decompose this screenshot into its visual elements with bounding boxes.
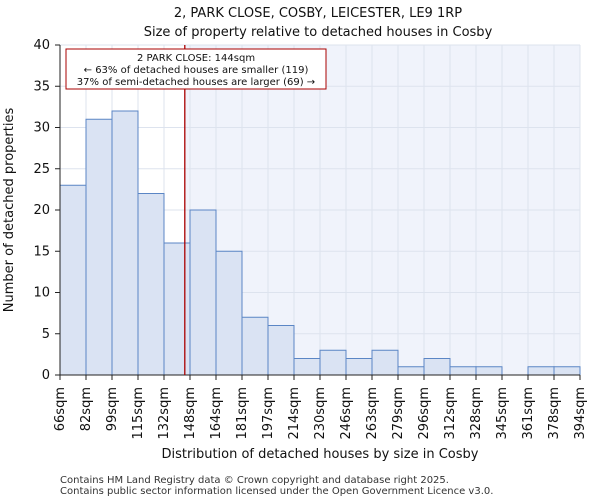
x-tick-label-263sqm: 263sqm [365,387,380,440]
y-tick-label-15: 15 [33,244,50,259]
x-tick-label-82sqm: 82sqm [79,387,94,431]
bar-82sqm [85,118,113,376]
bar-99sqm [111,110,139,376]
y-tick-label-25: 25 [33,162,50,177]
x-tick-label-132sqm: 132sqm [157,387,172,440]
x-tick-label-279sqm: 279sqm [391,387,406,440]
x-tick-label-164sqm: 164sqm [209,387,224,440]
x-tick-label-361sqm: 361sqm [521,387,536,440]
bar-197sqm [267,325,295,376]
footer-line-2: Contains public sector information licen… [60,486,493,497]
x-tick-label-230sqm: 230sqm [313,387,328,440]
bar-230sqm [319,349,347,376]
bar-164sqm [215,250,243,376]
bar-328sqm [475,366,503,376]
y-tick-label-30: 30 [33,121,50,136]
y-tick-label-40: 40 [33,38,50,53]
bar-66sqm [59,184,87,376]
bar-263sqm [371,349,399,376]
x-tick-label-197sqm: 197sqm [261,387,276,440]
x-tick-label-181sqm: 181sqm [235,387,250,440]
x-tick-label-345sqm: 345sqm [495,387,510,440]
x-tick-label-378sqm: 378sqm [547,387,562,440]
bar-361sqm [527,366,555,376]
x-tick-label-328sqm: 328sqm [469,387,484,440]
annotation-box [65,48,327,90]
bar-296sqm [423,358,451,376]
y-tick-label-20: 20 [33,203,50,218]
x-tick-label-115sqm: 115sqm [131,387,146,440]
footer-line-1: Contains HM Land Registry data © Crown c… [60,475,449,486]
bar-132sqm [163,242,191,376]
x-tick-label-66sqm: 66sqm [53,387,68,431]
bar-181sqm [241,316,269,376]
chart-title: 2, PARK CLOSE, COSBY, LEICESTER, LE9 1RP [174,6,462,21]
bar-246sqm [345,358,373,376]
bar-115sqm [137,193,165,376]
bar-148sqm [189,209,217,376]
y-tick-label-35: 35 [33,79,50,94]
y-axis-label: Number of detached properties [2,108,17,313]
chart-subtitle: Size of property relative to detached ho… [144,25,493,40]
x-tick-label-214sqm: 214sqm [287,387,302,440]
bar-378sqm [553,366,581,376]
x-tick-label-394sqm: 394sqm [573,387,588,440]
annotation-line-3: 37% of semi-detached houses are larger (… [77,77,315,88]
x-axis-label: Distribution of detached houses by size … [162,447,479,462]
x-tick-label-246sqm: 246sqm [339,387,354,440]
bar-214sqm [293,358,321,376]
x-tick-label-99sqm: 99sqm [105,387,120,431]
bar-312sqm [449,366,477,376]
x-tick-label-296sqm: 296sqm [417,387,432,440]
plot-area: 0 5 10 15 20 25 30 35 40 66sqm 82sqm 99sqm 115sqm 132… [33,38,588,440]
y-tick-label-0: 0 [42,368,50,383]
annotation-line-1: 2 PARK CLOSE: 144sqm [137,53,255,64]
y-tick-label-10: 10 [33,286,50,301]
bar-279sqm [397,366,425,376]
annotation-line-2: ← 63% of detached houses are smaller (11… [84,65,309,76]
x-tick-label-312sqm: 312sqm [443,387,458,440]
x-tick-label-148sqm: 148sqm [183,387,198,440]
y-tick-label-5: 5 [42,327,50,342]
